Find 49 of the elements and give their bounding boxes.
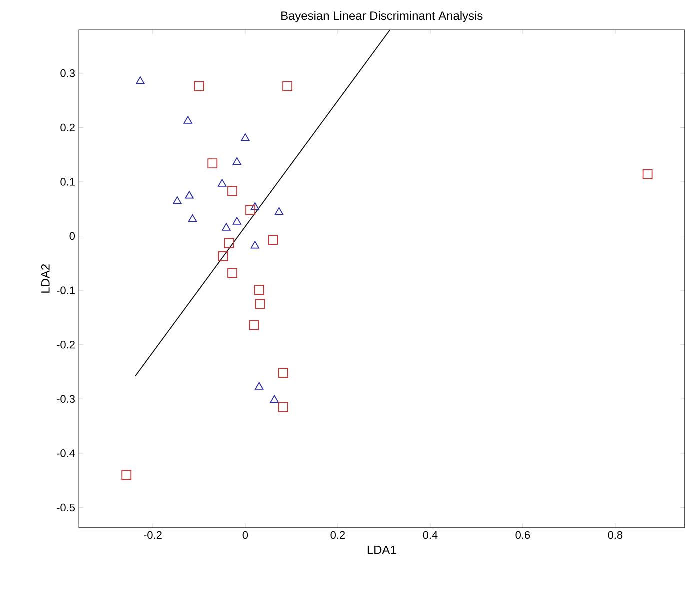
x-axis-title: LDA1 [368,546,396,554]
point [218,252,228,262]
point [270,395,279,404]
y-axis-title: LDA2 [41,264,50,293]
point [282,82,293,92]
y-tick-label: 0.3 [60,70,75,78]
point [173,196,182,204]
point [224,238,234,248]
point [274,208,284,216]
x-tick-label: 0.2 [330,531,346,540]
point [122,470,132,480]
point [278,368,288,378]
point [208,158,218,169]
point [278,402,288,412]
point [250,241,260,249]
x-tick-label: -0.2 [144,531,162,540]
point [228,186,238,196]
point [188,214,198,222]
y-tick-label: -0.1 [57,286,75,295]
point [255,299,266,310]
y-tick-label: 0 [70,232,76,240]
y-tick-label: -0.5 [57,504,75,512]
point [241,134,250,142]
y-tick-label: 0.2 [60,124,75,132]
point [222,223,231,231]
x-tick-label: 0 [242,531,248,540]
point [232,217,242,225]
y-tick-label: -0.3 [57,395,75,404]
point [642,170,653,180]
x-tick-label: 0.4 [423,531,438,540]
point [218,179,227,187]
point [136,76,145,84]
x-tick-label: 0.8 [608,531,623,540]
y-tick-label: 0.1 [60,178,75,186]
point [246,205,256,216]
point [185,191,194,199]
y-tick-label: -0.4 [57,450,76,458]
point [254,382,264,390]
point [249,320,260,330]
point [268,235,278,246]
point [254,285,264,296]
point [194,82,204,92]
point [184,116,192,124]
point [232,158,242,166]
y-tick-label: -0.2 [57,341,75,349]
x-tick-label: 0.6 [516,531,530,540]
point [228,268,238,278]
point [250,202,260,210]
chart-title: Bayesian Linear Discriminant Analysis [282,11,483,23]
